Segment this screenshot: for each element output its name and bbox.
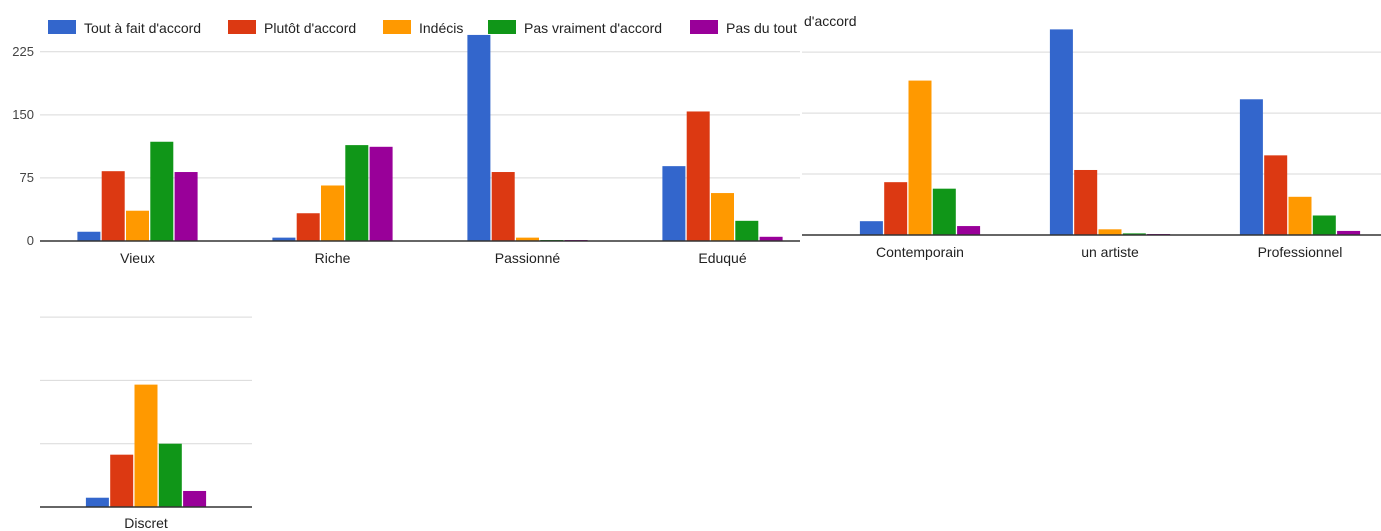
legend-label-pas-du-tout-d-accord: Pas du tout d'accord <box>726 20 853 36</box>
bar-riche-indecis <box>321 185 344 241</box>
category-label-eduque: Eduqué <box>698 250 746 266</box>
y-tick-75: 75 <box>20 170 34 185</box>
bar-professionnel-pas-vraiment-d-accord <box>1312 215 1336 235</box>
legend-swatch-tout-a-fait-d-accord <box>48 20 76 34</box>
bar-riche-pas-du-tout-d-accord <box>369 146 393 241</box>
legend-label-tout-a-fait-d-accord: Tout à fait d'accord <box>84 20 201 36</box>
bar-riche-tout-a-fait-d-accord <box>272 237 296 241</box>
bar-contemporain-pas-vraiment-d-accord <box>932 188 956 235</box>
bar-discret-pas-du-tout-d-accord <box>183 490 207 507</box>
chart-3: Discret <box>40 316 252 531</box>
bar-passionne-plutot-d-accord <box>491 172 515 241</box>
category-label-discret: Discret <box>124 515 168 531</box>
bar-un-artiste-pas-vraiment-d-accord <box>1122 233 1146 235</box>
bar-eduque-pas-du-tout-d-accord <box>759 236 783 241</box>
category-label-professionnel: Professionnel <box>1258 244 1343 260</box>
bar-eduque-tout-a-fait-d-accord <box>662 166 686 241</box>
bar-riche-pas-vraiment-d-accord <box>345 145 369 241</box>
chart-2: Contemporain un artiste Professionnel d'acc… <box>802 13 1381 260</box>
bar-passionne-tout-a-fait-d-accord <box>467 34 491 242</box>
bar-contemporain-indecis <box>908 80 932 235</box>
legend-label-overflow: d'accord <box>804 13 856 29</box>
legend-label-pas-vraiment-d-accord: Pas vraiment d'accord <box>524 20 662 36</box>
bar-contemporain-plutot-d-accord <box>884 182 908 235</box>
chart-1: 0 75 150 225 Vieux Riche Passionné Eduqué <box>12 34 800 266</box>
category-label-vieux: Vieux <box>120 250 155 266</box>
bar-un-artiste-tout-a-fait-d-accord <box>1049 29 1073 235</box>
bar-professionnel-indecis <box>1288 196 1312 235</box>
legend-label-indecis: Indécis <box>419 20 463 36</box>
legend-swatch-pas-vraiment-d-accord <box>488 20 516 34</box>
bar-discret-tout-a-fait-d-accord <box>85 497 109 507</box>
chart-legend: Tout à fait d'accord Plutôt d'accord Indéc… <box>48 20 853 36</box>
bar-discret-plutot-d-accord <box>110 454 134 507</box>
bar-eduque-plutot-d-accord <box>686 111 710 241</box>
bar-vieux-indecis <box>126 210 149 241</box>
legend-swatch-pas-du-tout-d-accord <box>690 20 718 34</box>
bar-contemporain-pas-du-tout-d-accord <box>957 226 981 235</box>
legend-label-plutot-d-accord: Plutôt d'accord <box>264 20 356 36</box>
bar-vieux-tout-a-fait-d-accord <box>77 231 101 241</box>
bar-un-artiste-indecis <box>1098 229 1122 235</box>
bar-un-artiste-plutot-d-accord <box>1074 169 1098 235</box>
bar-contemporain-tout-a-fait-d-accord <box>859 221 883 235</box>
y-tick-0: 0 <box>27 233 34 248</box>
bar-vieux-pas-vraiment-d-accord <box>150 141 174 241</box>
legend-swatch-plutot-d-accord <box>228 20 256 34</box>
y-tick-225: 225 <box>12 44 34 59</box>
bar-riche-plutot-d-accord <box>296 213 320 241</box>
category-label-riche: Riche <box>315 250 351 266</box>
bar-professionnel-plutot-d-accord <box>1264 155 1288 235</box>
bar-passionne-indecis <box>516 237 539 241</box>
category-label-passionne: Passionné <box>495 250 561 266</box>
category-label-un-artiste: un artiste <box>1081 244 1139 260</box>
bar-vieux-plutot-d-accord <box>101 171 125 241</box>
bar-eduque-pas-vraiment-d-accord <box>735 220 759 241</box>
y-tick-150: 150 <box>12 107 34 122</box>
bar-discret-pas-vraiment-d-accord <box>158 443 182 507</box>
category-label-contemporain: Contemporain <box>876 244 964 260</box>
legend-swatch-indecis <box>383 20 411 34</box>
bar-discret-indecis <box>134 384 158 507</box>
bar-professionnel-pas-du-tout-d-accord <box>1337 230 1361 235</box>
bar-professionnel-tout-a-fait-d-accord <box>1239 99 1263 235</box>
bar-eduque-indecis <box>711 193 734 241</box>
bar-vieux-pas-du-tout-d-accord <box>174 172 198 241</box>
